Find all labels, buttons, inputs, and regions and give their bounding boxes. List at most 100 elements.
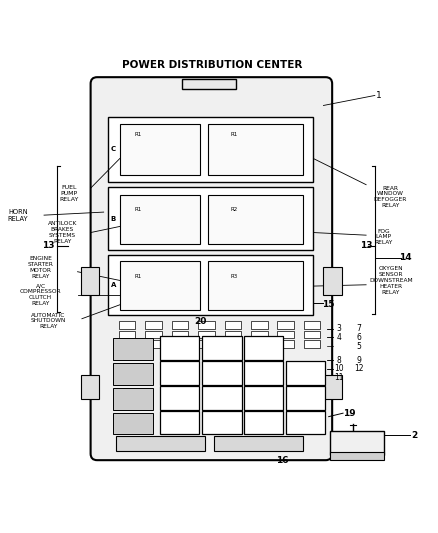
Text: 11: 11 — [334, 373, 343, 382]
Text: REAR
WINDOW
DEFOGGER
RELAY: REAR WINDOW DEFOGGER RELAY — [373, 185, 407, 208]
Bar — [202, 361, 242, 385]
Text: (40A): (40A) — [214, 376, 230, 381]
Bar — [160, 386, 199, 410]
Bar — [145, 321, 162, 329]
Text: R2: R2 — [231, 207, 238, 213]
Text: (40A): (40A) — [172, 376, 188, 381]
Bar — [113, 388, 153, 410]
Text: 9: 9 — [357, 356, 362, 365]
Text: (20A): (20A) — [172, 351, 188, 356]
Bar — [145, 341, 162, 348]
Text: R1: R1 — [135, 273, 142, 279]
Bar — [251, 331, 268, 338]
Bar — [304, 341, 321, 348]
Text: 9: 9 — [261, 389, 266, 398]
Text: 15: 15 — [259, 339, 269, 348]
Text: 13: 13 — [300, 389, 311, 398]
Text: 5: 5 — [219, 389, 225, 398]
Text: (40A): (40A) — [256, 376, 272, 381]
Text: C: C — [111, 146, 116, 152]
Bar — [251, 321, 268, 329]
Text: 3: 3 — [177, 364, 183, 373]
Bar — [244, 386, 283, 410]
Bar — [208, 195, 303, 244]
Text: 2: 2 — [411, 431, 417, 440]
Text: A: A — [110, 282, 116, 288]
Bar — [330, 431, 385, 455]
Bar — [214, 436, 303, 450]
Text: (40A): (40A) — [256, 425, 272, 430]
Text: (30A): (30A) — [297, 376, 314, 381]
Bar — [108, 117, 314, 182]
Text: ENGINE
STARTER
MOTOR
RELAY: ENGINE STARTER MOTOR RELAY — [28, 256, 53, 279]
Bar — [304, 331, 321, 338]
Bar — [182, 79, 237, 89]
Bar — [202, 336, 242, 360]
Bar — [160, 410, 199, 434]
Text: 14: 14 — [399, 253, 412, 262]
Text: 12: 12 — [354, 364, 364, 373]
Text: R1: R1 — [135, 132, 142, 137]
Bar — [330, 453, 385, 460]
Text: 7: 7 — [357, 324, 362, 333]
Bar — [198, 331, 215, 338]
Bar — [286, 410, 325, 434]
Bar — [81, 266, 99, 295]
Bar — [225, 341, 241, 348]
Bar — [286, 361, 325, 385]
Text: AUTOMATIC
SHUTDOWN
RELAY: AUTOMATIC SHUTDOWN RELAY — [31, 312, 66, 329]
Text: FOG
LAMP
RELAY: FOG LAMP RELAY — [374, 229, 392, 245]
Bar — [225, 331, 241, 338]
Bar — [304, 321, 321, 329]
Bar — [323, 266, 342, 295]
Bar — [225, 321, 241, 329]
Text: R3: R3 — [231, 273, 238, 279]
Text: FUEL
PUMP
RELAY: FUEL PUMP RELAY — [59, 185, 78, 201]
Bar — [198, 341, 215, 348]
Text: 4: 4 — [336, 333, 341, 342]
Bar — [81, 375, 99, 399]
Text: 3: 3 — [336, 324, 341, 333]
Bar — [277, 321, 294, 329]
Text: 5: 5 — [357, 342, 362, 351]
Text: 1: 1 — [376, 91, 382, 100]
Bar — [113, 338, 153, 360]
Bar — [116, 436, 205, 450]
Text: 13: 13 — [360, 241, 372, 250]
Bar — [244, 410, 283, 434]
Text: (30A): (30A) — [297, 425, 314, 430]
Text: 15: 15 — [322, 300, 335, 309]
Text: 10: 10 — [258, 364, 269, 373]
Text: 7: 7 — [177, 339, 183, 348]
Text: 8: 8 — [336, 356, 341, 365]
Bar — [120, 261, 200, 310]
Text: 14: 14 — [300, 364, 311, 373]
Bar — [251, 341, 268, 348]
Bar — [202, 410, 242, 434]
Bar — [108, 187, 314, 250]
Text: R1: R1 — [231, 132, 238, 137]
Text: 12: 12 — [300, 413, 311, 422]
Bar — [160, 336, 199, 360]
Text: (50A): (50A) — [256, 351, 272, 356]
Bar — [208, 124, 303, 175]
Text: (30A): (30A) — [256, 400, 272, 406]
Bar — [120, 124, 200, 175]
Bar — [277, 331, 294, 338]
Text: 6: 6 — [357, 333, 362, 342]
Text: 13: 13 — [42, 241, 55, 250]
Bar — [160, 361, 199, 385]
Text: R1: R1 — [135, 207, 142, 213]
Bar — [202, 386, 242, 410]
Bar — [286, 386, 325, 410]
Text: 11: 11 — [217, 339, 227, 348]
Bar — [172, 341, 188, 348]
Bar — [119, 331, 135, 338]
Bar — [172, 331, 188, 338]
Text: POWER DISTRIBUTION CENTER: POWER DISTRIBUTION CENTER — [122, 60, 303, 70]
Bar — [145, 331, 162, 338]
Bar — [119, 321, 135, 329]
Text: OXYGEN
SENSOR
DOWNSTREAM
HEATER
RELAY: OXYGEN SENSOR DOWNSTREAM HEATER RELAY — [369, 266, 413, 295]
Text: 2: 2 — [177, 389, 183, 398]
Bar — [119, 341, 135, 348]
